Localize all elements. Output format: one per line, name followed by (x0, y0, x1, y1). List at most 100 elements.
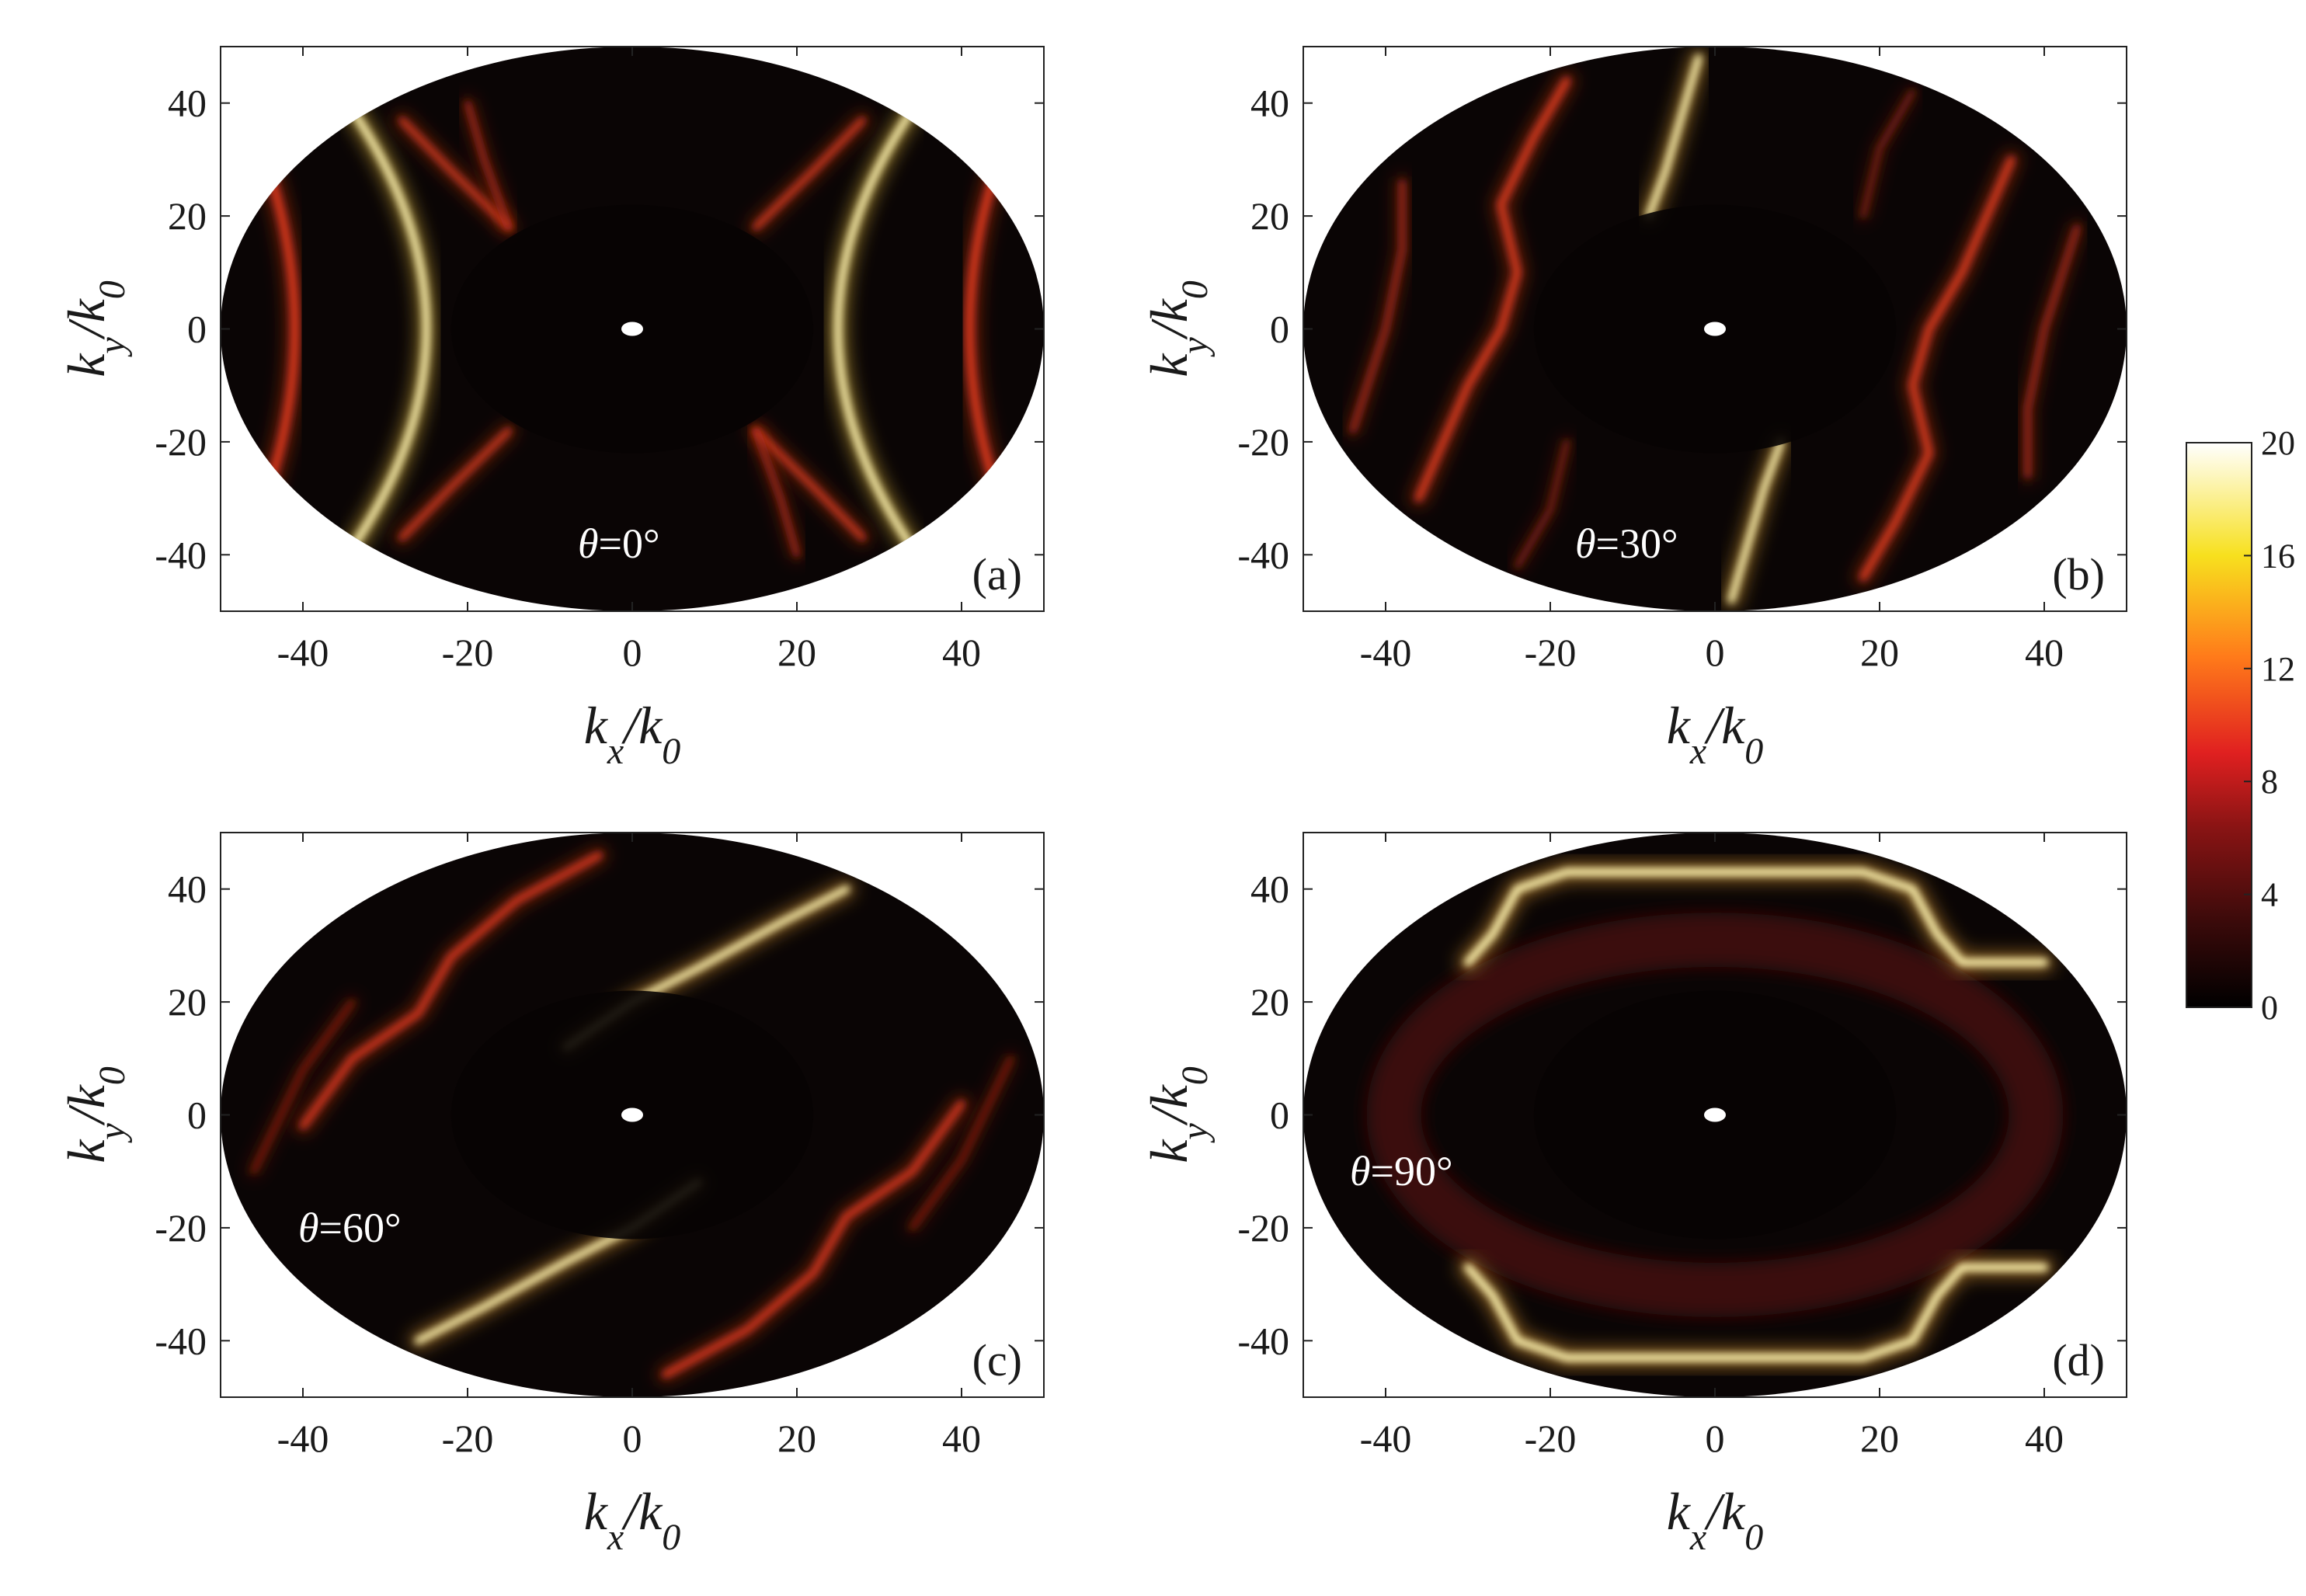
feature-curve (300, 852, 603, 1129)
y-tick-label: 40 (1250, 868, 1289, 911)
origin-dot (1704, 322, 1726, 336)
panel-label: (a) (972, 549, 1022, 600)
y-tick-label: 20 (1250, 194, 1289, 238)
colorbar: 20 16 12 8 4 0 (2186, 424, 2295, 1027)
feature-curve (257, 144, 298, 513)
colorbar-tick-label: 0 (2261, 989, 2278, 1027)
y-tick-label: -40 (155, 533, 207, 576)
feature-curve (251, 1000, 355, 1174)
colorbar-tick-label: 4 (2261, 876, 2278, 914)
y-tick-label: 20 (168, 980, 207, 1024)
y-tick-label: 0 (1270, 1094, 1289, 1137)
panel-b: -40 -20 0 20 40 -40 -20 0 20 40 kx/k0 ky/k0 θ=30° (b) (1139, 46, 2127, 772)
feature-curve (1515, 440, 1569, 569)
x-tick-label: 0 (1706, 631, 1725, 674)
x-axis-label: kx/k0 (584, 1482, 681, 1558)
colorbar-tick-label: 12 (2261, 650, 2295, 688)
feature-curve (1415, 77, 1570, 502)
feature-curve (1463, 868, 2049, 967)
y-tick-label: -40 (1237, 1319, 1289, 1362)
feature-curve (910, 1055, 1014, 1230)
heatmap-features (252, 96, 1013, 562)
origin-dot (621, 1107, 643, 1122)
panel-d: -40 -20 0 20 40 -40 -20 0 20 40 kx/k0 ky/k0 θ=90° (d) (1139, 832, 2127, 1558)
feature-curve (662, 1101, 965, 1378)
x-axis-label: kx/k0 (584, 696, 681, 772)
panel-a: -40 -20 0 20 40 -40 -20 0 20 40 kx/k0 ky/k0 θ=0° (a) (57, 46, 1045, 772)
feature-curve (2025, 224, 2080, 478)
x-axis-label: kx/k0 (1667, 1482, 1764, 1558)
angle-annotation: θ=0° (578, 520, 660, 567)
x-tick-label: 40 (2025, 631, 2064, 674)
angle-annotation: θ=90° (1350, 1148, 1453, 1194)
ring-glow (1366, 913, 2064, 1317)
y-axis-label: ky/k0 (57, 1066, 133, 1163)
heatmap-features (1345, 48, 2085, 610)
panel-label: (d) (2052, 1335, 2105, 1386)
x-tick-label: 20 (777, 1417, 816, 1460)
y-tick-label: 0 (1270, 308, 1289, 351)
y-axis-label: ky/k0 (1139, 280, 1216, 377)
feature-curve (465, 100, 511, 230)
y-tick-label: -20 (1237, 420, 1289, 464)
heatmap-features (247, 847, 1017, 1383)
x-tick-label: -20 (1525, 1417, 1577, 1460)
origin-dot (621, 322, 643, 336)
feature-curve (966, 144, 1007, 513)
y-tick-label: -40 (155, 1319, 207, 1362)
x-tick-label: 20 (777, 631, 816, 674)
y-axis-label: ky/k0 (57, 280, 133, 377)
y-tick-label: -20 (1237, 1206, 1289, 1250)
colorbar-tick-label: 20 (2261, 424, 2295, 462)
y-tick-label: 40 (168, 82, 207, 125)
feature-curve (753, 427, 866, 541)
feature-curve (834, 110, 913, 548)
feature-curve (398, 116, 512, 231)
x-tick-label: -40 (1360, 631, 1412, 674)
feature-curve (351, 110, 430, 548)
y-tick-label: 0 (187, 1094, 207, 1137)
feature-curve (1645, 54, 1703, 220)
x-tick-label: 40 (942, 631, 981, 674)
x-tick-label: -20 (442, 1417, 494, 1460)
y-tick-label: -20 (155, 420, 207, 464)
y-tick-label: 20 (1250, 980, 1289, 1024)
colorbar-gradient (2186, 442, 2252, 1008)
feature-curve (1859, 156, 2015, 581)
y-tick-label: -20 (155, 1206, 207, 1250)
feature-curve (1861, 89, 1915, 218)
feature-curve (398, 427, 512, 541)
y-tick-label: 20 (168, 194, 207, 238)
y-axis-label: ky/k0 (1139, 1066, 1216, 1163)
panel-c: -40 -20 0 20 40 -40 -20 0 20 40 kx/k0 ky/k0 θ=60° (c) (57, 832, 1045, 1558)
colorbar-tick-label: 16 (2261, 537, 2295, 575)
colorbar-tick-label: 8 (2261, 763, 2278, 801)
feature-curve (1463, 1263, 2049, 1362)
x-tick-label: -40 (277, 631, 329, 674)
x-axis-label: kx/k0 (1667, 696, 1764, 772)
y-tick-label: -40 (1237, 533, 1289, 576)
x-tick-label: 40 (942, 1417, 981, 1460)
x-tick-label: 0 (623, 1417, 642, 1460)
y-tick-label: 40 (1250, 82, 1289, 125)
x-tick-label: 0 (1706, 1417, 1725, 1460)
x-tick-label: -40 (1360, 1417, 1412, 1460)
x-tick-label: 40 (2025, 1417, 2064, 1460)
y-tick-label: 40 (168, 868, 207, 911)
feature-curve (753, 116, 866, 231)
x-tick-label: -20 (1525, 631, 1577, 674)
y-tick-label: 0 (187, 308, 207, 351)
x-tick-label: 0 (623, 631, 642, 674)
x-tick-label: 20 (1860, 1417, 1899, 1460)
panel-label: (b) (2052, 549, 2105, 600)
angle-annotation: θ=60° (298, 1205, 402, 1251)
x-tick-label: -40 (277, 1417, 329, 1460)
feature-curve (753, 428, 799, 558)
x-tick-label: -20 (442, 631, 494, 674)
panel-label: (c) (972, 1335, 1022, 1386)
angle-annotation: θ=30° (1575, 520, 1678, 567)
feature-curve (1350, 179, 1405, 433)
feature-curve (1727, 438, 1785, 603)
origin-dot (1704, 1107, 1726, 1122)
